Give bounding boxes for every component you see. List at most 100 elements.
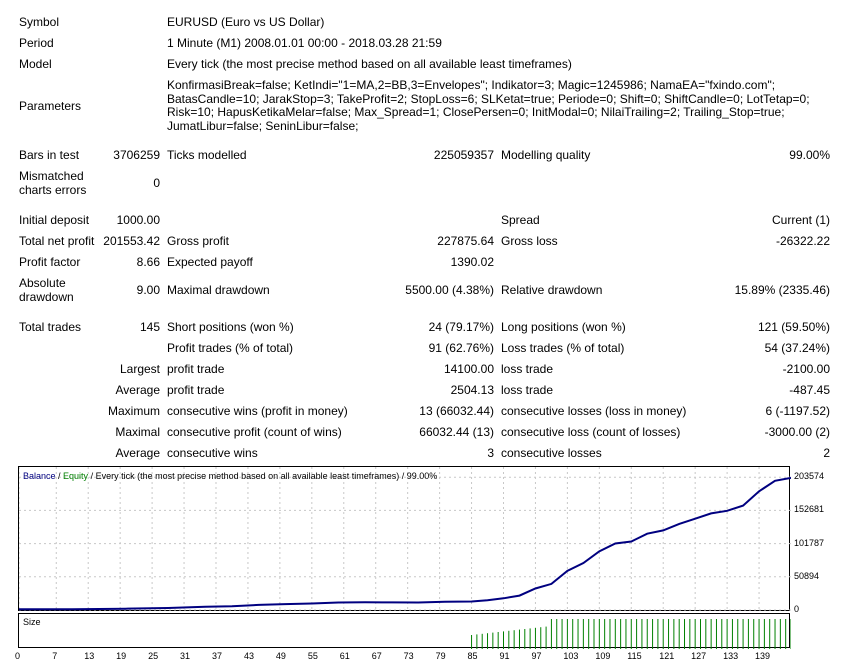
model-label: Model: [19, 57, 52, 71]
long-label: Long positions (won %): [501, 320, 626, 334]
symbol-label: Symbol: [19, 15, 60, 29]
avg-losses-value: 2: [823, 446, 830, 460]
long-value: 121 (59.50%): [757, 320, 830, 334]
max-losses-label: consecutive losses (loss in money): [501, 404, 687, 418]
legend-balance: Balance: [23, 471, 56, 481]
balance-chart-svg: [19, 467, 791, 612]
avg-profit-label: profit trade: [167, 383, 225, 397]
size-panel: Size: [18, 613, 791, 649]
ticks-label: Ticks modelled: [167, 148, 247, 162]
x-tick-label: 127: [691, 651, 707, 661]
x-tick-label: 139: [755, 651, 771, 661]
spread-value: Current (1): [771, 213, 830, 227]
ltrades-value: 54 (37.24%): [764, 341, 830, 355]
maximal-loss-value: -3000.00 (2): [764, 425, 830, 439]
maximal-label: Maximal: [115, 425, 160, 439]
y-tick-label: 203574: [794, 471, 825, 482]
x-tick-label: 55: [307, 651, 318, 661]
x-tick-label: 97: [531, 651, 542, 661]
avg-wins-value: 3: [487, 446, 494, 460]
y-tick-label: 101787: [794, 537, 825, 548]
x-tick-label: 109: [595, 651, 611, 661]
model-value: Every tick (the most precise method base…: [167, 57, 572, 71]
x-tick-label: 7: [52, 651, 58, 661]
max-losses-value: 6 (-1197.52): [765, 404, 830, 418]
avg-loss-value: -487.45: [789, 383, 830, 397]
x-tick-label: 19: [116, 651, 127, 661]
avg-loss-label: loss trade: [501, 383, 554, 397]
max-wins-value: 13 (66032.44): [419, 404, 494, 418]
avg-wins-label: consecutive wins: [167, 446, 258, 460]
bars-label: Bars in test: [19, 148, 80, 162]
short-label: Short positions (won %): [167, 320, 294, 334]
legend-equity: Equity: [63, 471, 89, 481]
x-tick-label: 103: [563, 651, 579, 661]
chart-caption: Balance / Equity / Every tick (the most …: [23, 471, 437, 481]
maximal-profit-value: 66032.44 (13): [419, 425, 494, 439]
series-line-balance: [19, 476, 791, 611]
maximum-label: Maximum: [107, 404, 160, 418]
reldd-value: 15.89% (2335.46): [734, 283, 830, 297]
absdd-value: 9.00: [136, 283, 160, 297]
quality-label: Modelling quality: [501, 148, 591, 162]
ptrades-value: 91 (62.76%): [428, 341, 494, 355]
net-label: Total net profit: [19, 234, 95, 248]
net-value: 201553.42: [103, 234, 160, 248]
x-tick-label: 25: [148, 651, 159, 661]
spread-label: Spread: [501, 213, 540, 227]
y-tick-label: 50894: [794, 570, 820, 581]
ltrades-label: Loss trades (% of total): [501, 341, 625, 355]
legend-rest: / Every tick (the most precise method ba…: [88, 471, 438, 481]
x-tick-label: 121: [659, 651, 675, 661]
x-tick-label: 37: [211, 651, 222, 661]
trades-label: Total trades: [19, 320, 82, 334]
mismatch-label-2: charts errors: [19, 183, 87, 197]
pf-label: Profit factor: [19, 255, 81, 269]
gross-profit-label: Gross profit: [167, 234, 230, 248]
ticks-value: 225059357: [433, 148, 494, 162]
size-bars-svg: [471, 619, 791, 649]
parameters-value: KonfirmasiBreak=false; KetIndi="1=MA,2=B…: [167, 78, 810, 133]
mismatch-value: 0: [153, 176, 160, 190]
x-tick-label: 79: [435, 651, 446, 661]
deposit-value: 1000.00: [116, 213, 160, 227]
payoff-label: Expected payoff: [167, 255, 253, 269]
x-tick-label: 0: [15, 651, 21, 661]
maxdd-value: 5500.00 (4.38%): [405, 283, 494, 297]
report-table: Symbol EURUSD (Euro vs US Dollar) Period…: [19, 15, 830, 460]
period-value: 1 Minute (M1) 2008.01.01 00:00 - 2018.03…: [167, 36, 442, 50]
ptrades-label: Profit trades (% of total): [167, 341, 294, 355]
balance-chart: Balance / Equity / Every tick (the most …: [18, 466, 791, 612]
x-tick-label: 133: [723, 651, 739, 661]
quality-value: 99.00%: [789, 148, 830, 162]
absdd-label-2: drawdown: [19, 290, 74, 304]
x-tick-label: 67: [371, 651, 382, 661]
parameters-label: Parameters: [19, 99, 82, 113]
x-tick-label: 49: [275, 651, 286, 661]
y-tick-label: 0: [794, 604, 800, 614]
period-label: Period: [19, 36, 54, 50]
average2-label: Average: [115, 446, 160, 460]
payoff-value: 1390.02: [450, 255, 494, 269]
largest-loss-label: loss trade: [501, 362, 554, 376]
max-wins-label: consecutive wins (profit in money): [167, 404, 348, 418]
legend-sep: /: [55, 471, 64, 481]
x-tick-label: 13: [84, 651, 95, 661]
largest-profit-label: profit trade: [167, 362, 225, 376]
maximal-loss-label: consecutive loss (count of losses): [501, 425, 681, 439]
bars-value: 3706259: [113, 148, 160, 162]
x-tick-label: 73: [403, 651, 414, 661]
gross-loss-label: Gross loss: [501, 234, 558, 248]
x-tick-label: 115: [627, 651, 642, 661]
x-tick-label: 91: [499, 651, 510, 661]
x-tick-label: 85: [467, 651, 478, 661]
x-tick-label: 61: [339, 651, 350, 661]
x-tick-label: 31: [180, 651, 191, 661]
pf-value: 8.66: [136, 255, 160, 269]
y-tick-label: 152681: [794, 504, 825, 515]
avg-profit-value: 2504.13: [450, 383, 494, 397]
largest-profit-value: 14100.00: [443, 362, 494, 376]
symbol-value: EURUSD (Euro vs US Dollar): [167, 15, 325, 29]
maxdd-label: Maximal drawdown: [167, 283, 270, 297]
largest-loss-value: -2100.00: [782, 362, 830, 376]
